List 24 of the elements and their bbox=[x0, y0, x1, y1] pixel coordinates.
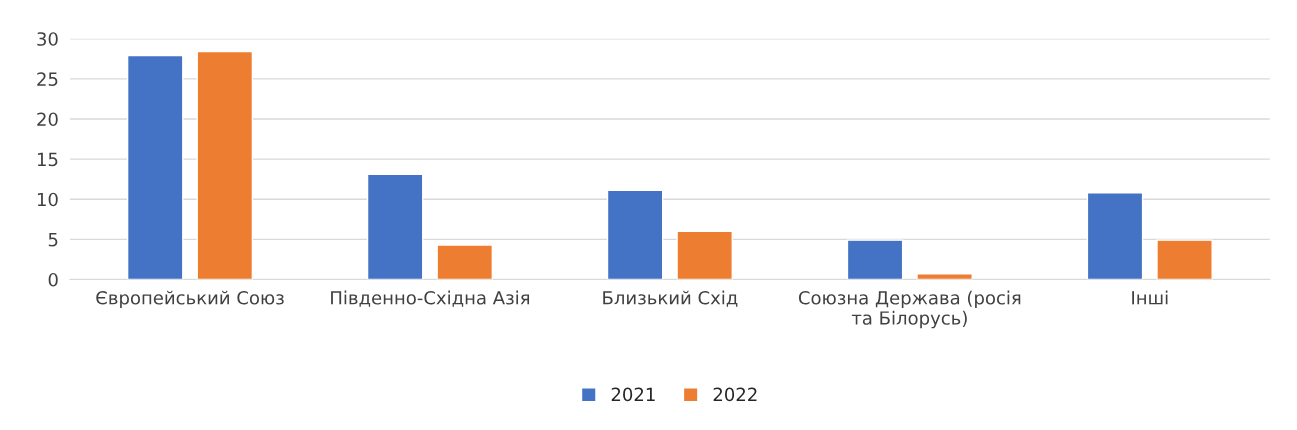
y-tick-label: 10 bbox=[37, 192, 58, 207]
bar bbox=[916, 273, 973, 280]
y-tick-label: 0 bbox=[48, 272, 58, 287]
bar bbox=[606, 189, 664, 280]
bar bbox=[366, 173, 424, 280]
x-tick-label: Інші bbox=[1132, 290, 1168, 305]
bar bbox=[196, 50, 254, 280]
y-tick-label: 25 bbox=[37, 72, 58, 86]
legend-label: 2022 bbox=[713, 387, 757, 402]
y-tick-label: 5 bbox=[48, 233, 58, 247]
bar bbox=[1156, 239, 1213, 280]
bar bbox=[436, 244, 494, 280]
bar bbox=[1086, 192, 1144, 280]
y-tick-label: 15 bbox=[37, 152, 58, 167]
bar bbox=[126, 54, 184, 280]
x-tick-label: Близький Схід bbox=[603, 290, 738, 307]
x-tick-label: Союзна Держава (росія та Білорусь) bbox=[798, 290, 1021, 329]
y-tick-label: 20 bbox=[37, 112, 58, 127]
legend-label: 2021 bbox=[611, 387, 655, 402]
bar bbox=[676, 230, 733, 280]
x-tick-label: Південно-Східна Азія bbox=[331, 290, 530, 307]
bar bbox=[846, 239, 904, 280]
x-tick-label: Європейський Союз bbox=[96, 290, 284, 309]
y-tick-label: 30 bbox=[37, 32, 58, 46]
